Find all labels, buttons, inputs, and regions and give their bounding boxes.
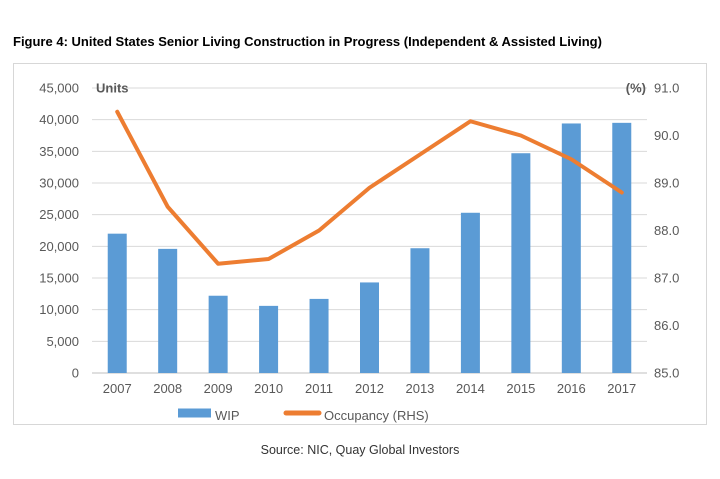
chart-frame: 0 5,000 10,000 15,000 20,000 25,000 30,000 35,0… bbox=[13, 63, 707, 425]
bar-2014 bbox=[460, 212, 480, 373]
x-axis-label: 2012 bbox=[355, 381, 384, 396]
x-axis-label: 2007 bbox=[103, 381, 132, 396]
left-axis-tick: 40,000 bbox=[39, 112, 79, 127]
left-axis-tick: 0 bbox=[72, 366, 79, 381]
legend-swatch-wip bbox=[178, 408, 211, 418]
bar-2007 bbox=[107, 233, 127, 373]
x-axis-label: 2017 bbox=[607, 381, 636, 396]
right-axis-tick: 86.0 bbox=[654, 318, 679, 333]
x-axis-label: 2014 bbox=[456, 381, 485, 396]
combo-chart: 0 5,000 10,000 15,000 20,000 25,000 30,000 35,0… bbox=[39, 81, 679, 424]
left-axis-tick: 10,000 bbox=[39, 302, 79, 317]
bar-2011 bbox=[309, 298, 329, 373]
bar-2010 bbox=[259, 305, 279, 373]
legend-label-wip: WIP bbox=[215, 408, 240, 423]
bar-2016 bbox=[561, 123, 581, 373]
occupancy-line bbox=[115, 109, 624, 266]
bar-2012 bbox=[360, 282, 379, 373]
x-axis-label: 2010 bbox=[254, 381, 283, 396]
x-axis-label: 2013 bbox=[405, 381, 434, 396]
right-axis-title: (%) bbox=[626, 81, 646, 96]
bar-2017 bbox=[612, 122, 632, 373]
bar-2015 bbox=[511, 153, 531, 373]
left-axis-title: Units bbox=[96, 81, 129, 96]
right-axis-tick: 90.0 bbox=[654, 128, 679, 143]
right-axis-tick: 91.0 bbox=[654, 81, 679, 96]
right-axis-tick: 89.0 bbox=[654, 176, 679, 191]
x-axis-label: 2009 bbox=[204, 381, 233, 396]
left-axis-tick: 35,000 bbox=[39, 144, 79, 159]
left-axis-tick: 5,000 bbox=[46, 334, 79, 349]
right-axis-tick: 88.0 bbox=[654, 223, 679, 238]
right-axis-tick: 87.0 bbox=[654, 271, 679, 286]
left-axis-tick: 45,000 bbox=[39, 81, 79, 96]
left-axis-tick: 15,000 bbox=[39, 271, 79, 286]
x-axis-label: 2008 bbox=[153, 381, 182, 396]
right-axis-tick: 85.0 bbox=[654, 366, 679, 381]
bar-2008 bbox=[158, 248, 178, 373]
left-axis-tick: 25,000 bbox=[39, 207, 79, 222]
x-axis-label: 2011 bbox=[305, 381, 333, 396]
bar-2013 bbox=[410, 248, 430, 373]
bar-2009 bbox=[208, 295, 228, 373]
x-axis-label: 2016 bbox=[557, 381, 586, 396]
left-axis-tick: 30,000 bbox=[39, 176, 79, 191]
left-axis-tick: 20,000 bbox=[39, 239, 79, 254]
source-note: Source: NIC, Quay Global Investors bbox=[260, 443, 460, 457]
figure-title: Figure 4: United States Senior Living Co… bbox=[13, 34, 602, 49]
x-axis-label: 2015 bbox=[506, 381, 535, 396]
legend-label-occupancy: Occupancy (RHS) bbox=[324, 408, 429, 423]
